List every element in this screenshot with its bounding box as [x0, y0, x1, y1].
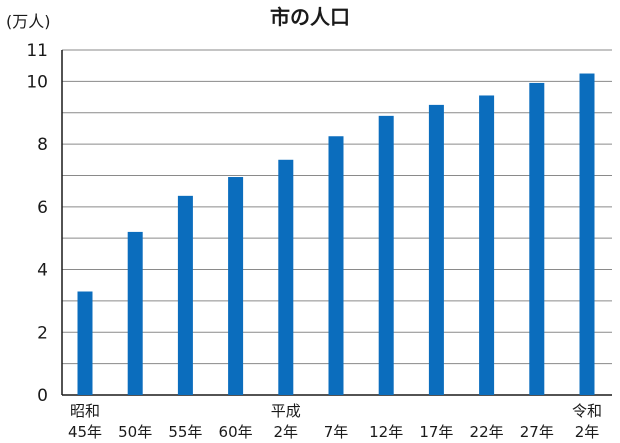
- x-tick-label: 22年: [470, 423, 504, 441]
- y-tick-label: 0: [37, 386, 48, 406]
- bar: [278, 159, 294, 395]
- bar: [228, 177, 244, 395]
- bar: [127, 231, 143, 395]
- x-tick-label: 60年: [219, 423, 253, 441]
- x-tick-label: 50年: [118, 423, 152, 441]
- x-tick-label: 27年: [520, 423, 554, 441]
- x-tick-label: 55年: [168, 423, 202, 441]
- y-tick-label: 10: [26, 72, 48, 92]
- y-tick-label: 2: [37, 323, 48, 343]
- x-tick-label: 7年: [324, 423, 349, 441]
- bar: [378, 115, 394, 395]
- bar: [579, 73, 595, 395]
- bar: [428, 104, 444, 396]
- y-axis-unit-label: (万人): [6, 12, 51, 31]
- x-tick-label: 12年: [369, 423, 403, 441]
- bar: [328, 136, 344, 395]
- bars: [77, 73, 595, 396]
- bar: [479, 95, 495, 396]
- chart-title: 市の人口: [270, 5, 350, 29]
- x-tick-era-label: 令和: [572, 402, 602, 420]
- y-tick-label: 4: [37, 261, 48, 281]
- x-tick-label: 17年: [419, 423, 453, 441]
- x-tick-label: 2年: [274, 423, 299, 441]
- x-tick-era-label: 平成: [271, 402, 301, 420]
- y-tick-label: 11: [26, 41, 48, 61]
- x-tick-label: 45年: [68, 423, 102, 441]
- bar: [529, 82, 545, 395]
- bar: [77, 291, 93, 395]
- y-tick-label: 6: [37, 198, 48, 218]
- y-tick-label: 8: [37, 135, 48, 155]
- x-tick-era-label: 昭和: [70, 402, 100, 420]
- y-axis-tick-labels: 0 2 4 6 8 10 11: [26, 41, 48, 406]
- x-tick-label: 2年: [575, 423, 600, 441]
- bar: [177, 195, 193, 395]
